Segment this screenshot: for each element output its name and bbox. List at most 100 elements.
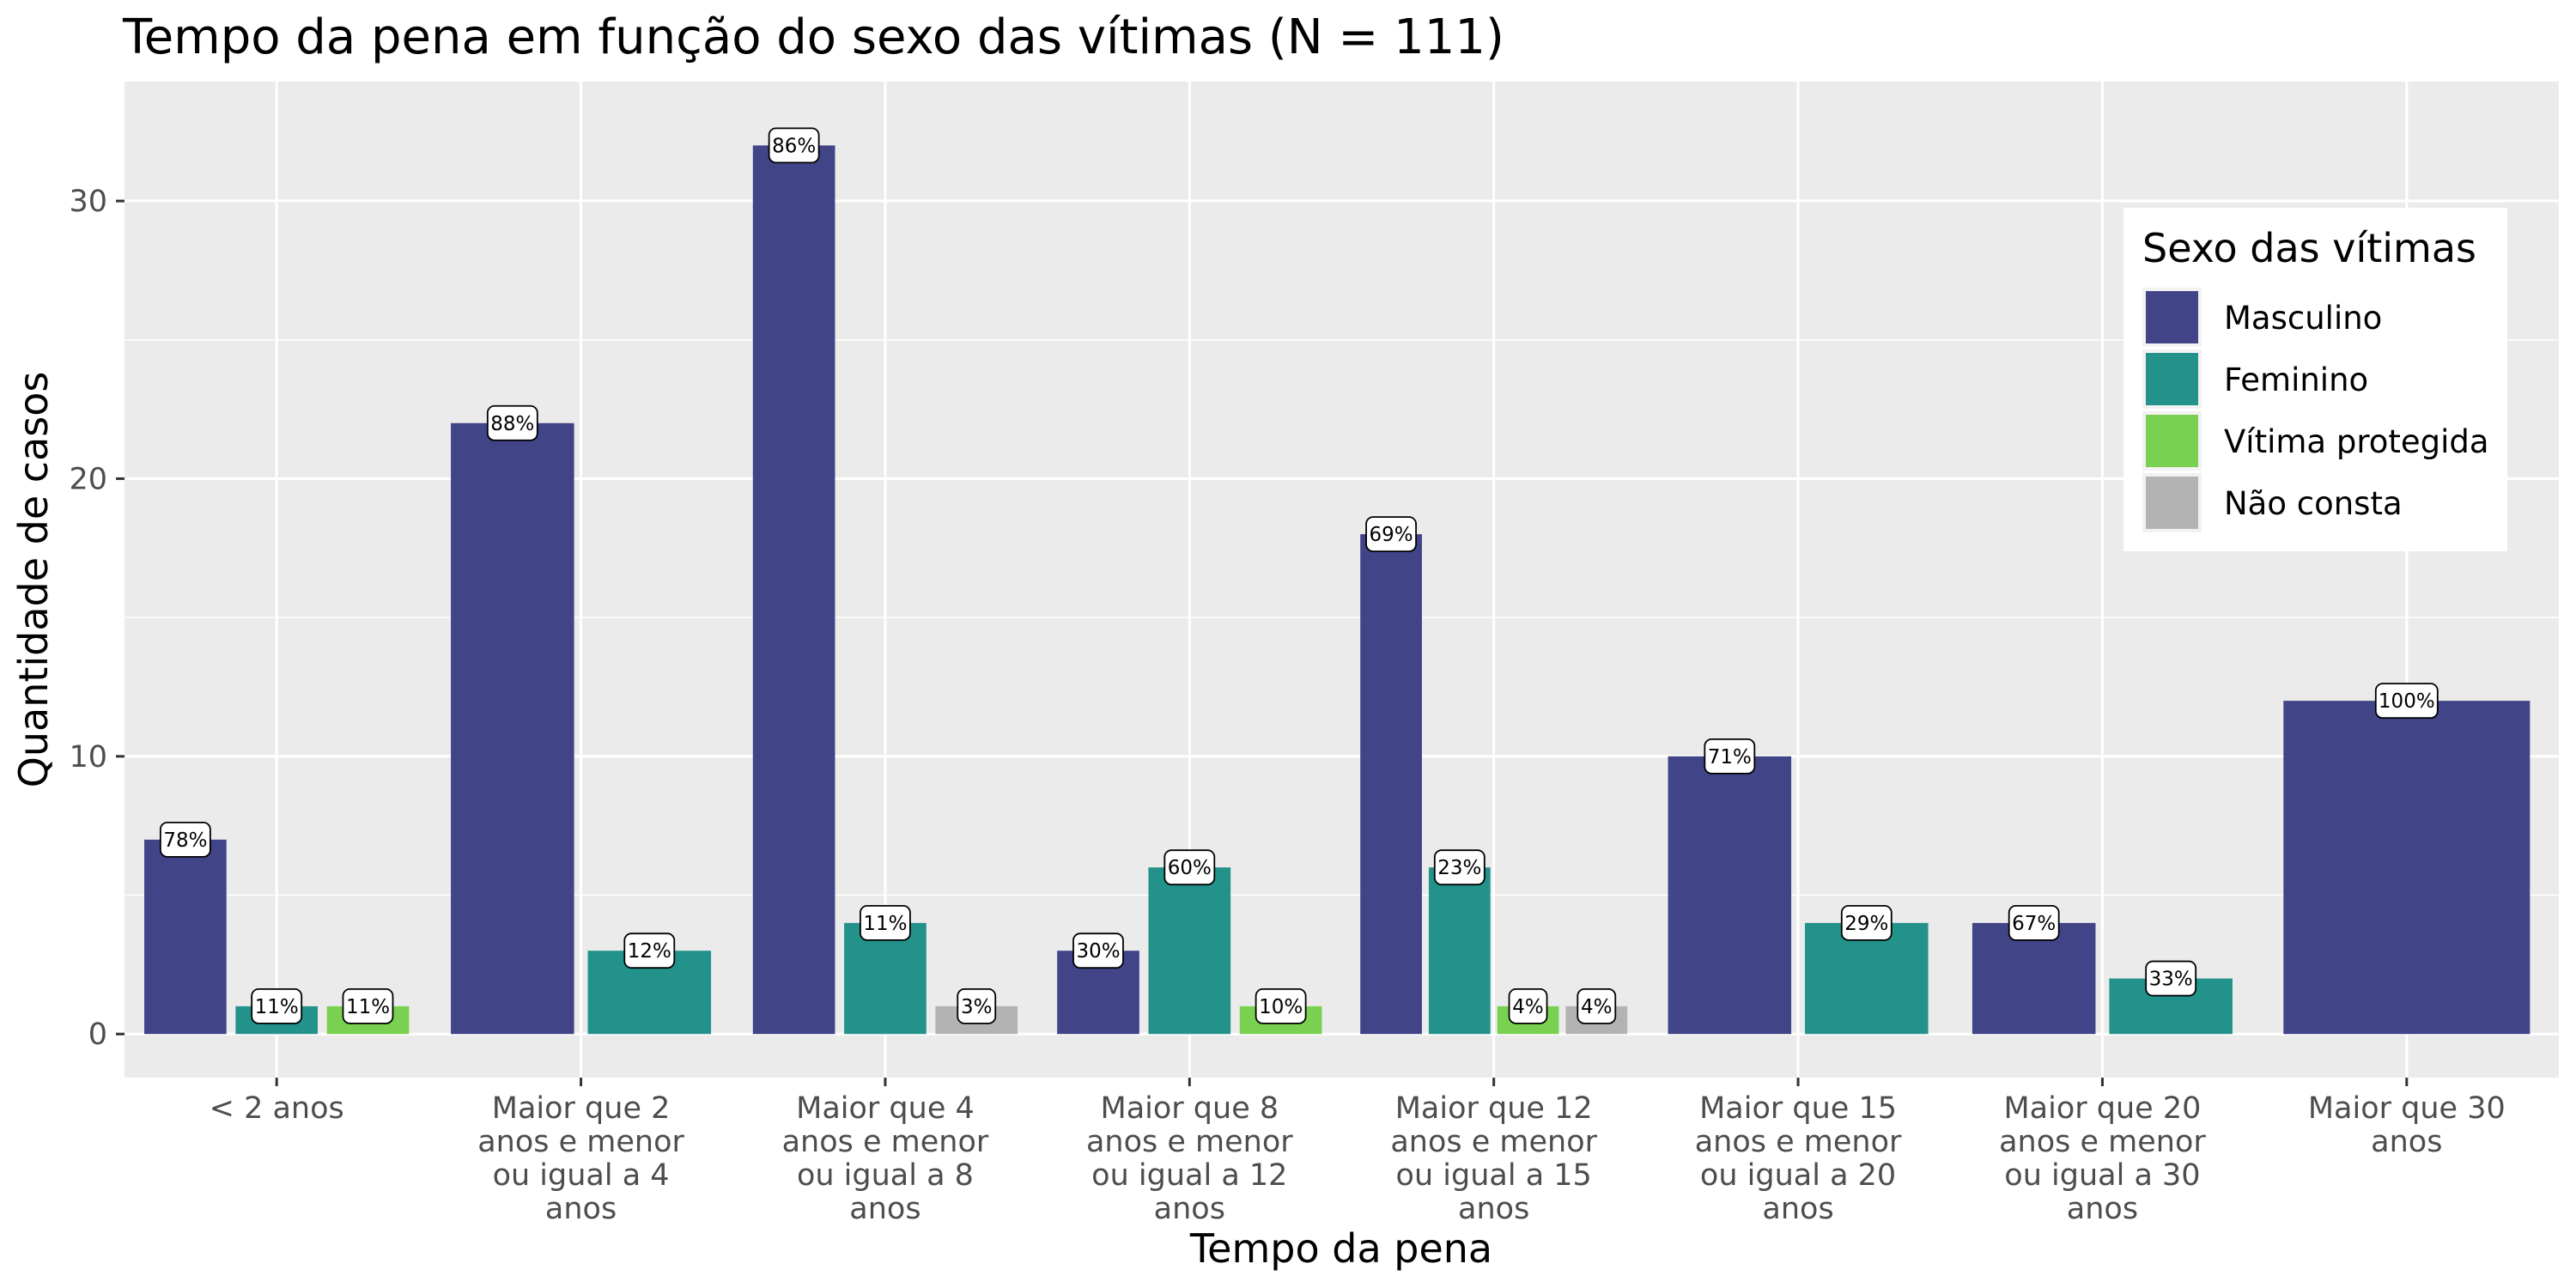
x-axis: < 2 anos Maior que 2 anos e menor ou igual … xyxy=(210,1078,2506,1226)
data-label-text: 11% xyxy=(863,913,907,935)
data-label-text: 60% xyxy=(1168,857,1212,879)
legend-item: Vítima protegida xyxy=(2142,411,2489,471)
data-label-box xyxy=(1508,987,1548,1024)
data-label: 67% xyxy=(2008,904,2060,941)
legend-label: Feminino xyxy=(2224,361,2368,398)
data-label-box xyxy=(2145,960,2197,997)
data-label: 10% xyxy=(1255,987,1307,1024)
legend-items: Masculino Feminino Vítima protegida Não con… xyxy=(2142,288,2489,532)
data-label: 11% xyxy=(251,987,303,1024)
bar xyxy=(144,839,227,1035)
data-label-text: 12% xyxy=(628,940,671,963)
data-label: 11% xyxy=(860,904,911,941)
x-tick-label: < 2 anos xyxy=(210,1091,344,1126)
legend-item: Não consta xyxy=(2142,473,2403,532)
bar xyxy=(451,422,574,1035)
y-axis-title: Quantidade de casos xyxy=(10,372,57,788)
legend-label: Vítima protegida xyxy=(2224,423,2489,460)
data-label-text: 100% xyxy=(2379,690,2435,713)
legend-title: Sexo das vítimas xyxy=(2142,225,2476,271)
y-tick-label: 0 xyxy=(88,1018,107,1052)
data-label: 12% xyxy=(623,933,676,969)
data-label-box xyxy=(486,404,538,441)
y-axis: 0 10 20 30 xyxy=(69,185,125,1052)
data-label-box xyxy=(251,987,303,1024)
data-label-box xyxy=(1577,987,1617,1024)
data-label-text: 3% xyxy=(961,996,993,1018)
data-label: 11% xyxy=(342,987,394,1024)
legend-swatch xyxy=(2146,291,2198,343)
data-label-box xyxy=(1365,516,1417,553)
bar xyxy=(1360,534,1422,1035)
data-label: 60% xyxy=(1163,849,1216,886)
data-label: 30% xyxy=(1072,933,1124,969)
legend-swatch xyxy=(2146,415,2198,467)
data-label-box xyxy=(1840,904,1893,941)
x-tick-label: Maior que 8 anos e menor ou igual a 12 anos xyxy=(1086,1091,1293,1226)
chart-title: Tempo da pena em função do sexo das víti… xyxy=(122,9,1504,65)
bar xyxy=(2283,701,2530,1035)
data-label-text: 29% xyxy=(1844,913,1888,935)
data-label-box xyxy=(2374,683,2439,720)
data-label-text: 33% xyxy=(2149,969,2193,991)
data-label-box xyxy=(159,821,211,858)
bar xyxy=(752,145,835,1035)
x-axis-title: Tempo da pena xyxy=(1189,1225,1492,1272)
data-labels: 78% 11% 11% 88% 12% 86% 11% 3% 30% 60% 10% 69% 23% 4%… xyxy=(159,127,2439,1024)
data-label-text: 30% xyxy=(1076,940,1120,963)
data-label: 78% xyxy=(159,821,211,858)
data-label-text: 86% xyxy=(772,135,816,157)
bar xyxy=(1148,867,1231,1035)
data-label-text: 4% xyxy=(1512,996,1544,1018)
data-label: 69% xyxy=(1365,516,1417,553)
legend-item: Feminino xyxy=(2142,349,2368,409)
legend-swatch xyxy=(2146,477,2198,529)
data-label: 88% xyxy=(486,404,538,441)
data-label-box xyxy=(957,987,997,1024)
y-tick-label: 10 xyxy=(69,740,107,775)
y-tick-label: 20 xyxy=(69,462,107,496)
data-label-text: 10% xyxy=(1259,996,1303,1018)
data-label-box xyxy=(1704,738,1756,775)
data-label-text: 23% xyxy=(1437,857,1481,879)
data-label: 86% xyxy=(768,127,820,164)
bars xyxy=(144,145,2530,1035)
legend-label: Masculino xyxy=(2224,300,2382,337)
x-tick-label: Maior que 12 anos e menor ou igual a 15 ano… xyxy=(1390,1091,1597,1226)
data-label-text: 71% xyxy=(1708,746,1752,769)
x-tick-label: Maior que 2 anos e menor ou igual a 4 anos xyxy=(477,1091,684,1226)
data-label-text: 11% xyxy=(346,996,390,1018)
x-tick-label: Maior que 30 anos xyxy=(2308,1091,2506,1159)
data-label-box xyxy=(1163,849,1216,886)
y-tick-label: 30 xyxy=(69,185,107,219)
bar xyxy=(844,922,927,1035)
data-label-text: 78% xyxy=(163,829,207,852)
legend-item: Masculino xyxy=(2142,288,2382,347)
data-label: 4% xyxy=(1508,987,1548,1024)
data-label: 100% xyxy=(2374,683,2439,720)
data-label-text: 67% xyxy=(2012,913,2056,935)
x-tick-label: Maior que 15 anos e menor ou igual a 20 ano… xyxy=(1695,1091,1902,1226)
bar xyxy=(1805,922,1929,1035)
legend-label: Não consta xyxy=(2224,485,2403,522)
data-label-text: 11% xyxy=(255,996,299,1018)
bar xyxy=(1971,922,2096,1035)
data-label-box xyxy=(860,904,911,941)
data-label: 33% xyxy=(2145,960,2197,997)
data-label-box xyxy=(623,933,676,969)
x-tick-label: Maior que 4 anos e menor ou igual a 8 anos xyxy=(782,1091,989,1226)
data-label-text: 88% xyxy=(490,413,534,435)
bar xyxy=(1428,867,1491,1035)
data-label-box xyxy=(1072,933,1124,969)
data-label-text: 69% xyxy=(1370,524,1413,546)
data-label: 4% xyxy=(1577,987,1617,1024)
legend: Sexo das vítimas Masculino Feminino Vítima… xyxy=(2123,208,2507,551)
data-label: 29% xyxy=(1840,904,1893,941)
data-label-box xyxy=(1255,987,1307,1024)
data-label: 71% xyxy=(1704,738,1756,775)
data-label: 3% xyxy=(957,987,997,1024)
data-label: 23% xyxy=(1433,849,1485,886)
data-label-text: 4% xyxy=(1581,996,1613,1018)
bar xyxy=(1668,756,1792,1035)
